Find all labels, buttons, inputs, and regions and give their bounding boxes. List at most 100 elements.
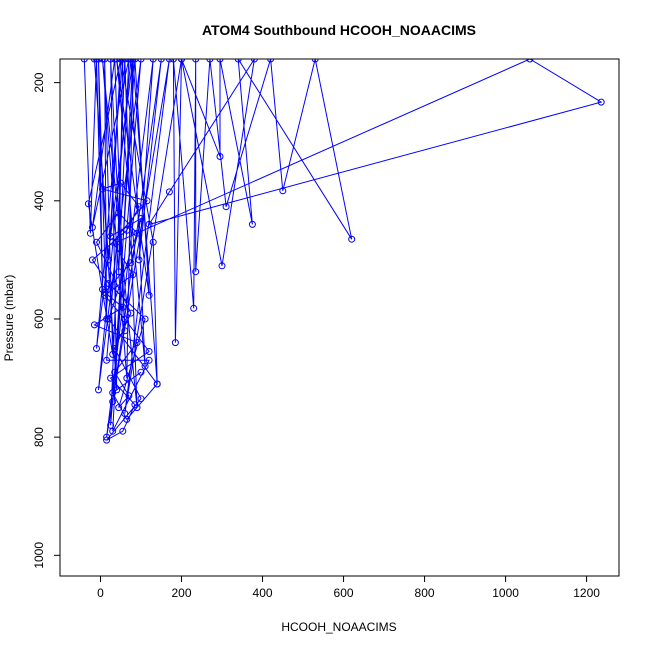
data-point (157, 59, 165, 63)
data-point (133, 339, 141, 347)
x-tick-label: 400 (253, 586, 273, 600)
data-point (107, 232, 115, 240)
data-point (190, 304, 198, 312)
data-point (115, 404, 123, 412)
data-point (127, 259, 135, 267)
data-point (109, 398, 117, 406)
data-point (141, 362, 149, 370)
x-axis-label: HCOOH_NOAACIMS (281, 620, 396, 634)
data-point (95, 386, 102, 394)
data-point (127, 59, 135, 63)
data-point (135, 203, 143, 211)
data-point (123, 374, 131, 382)
data-point (119, 427, 127, 435)
data-point (113, 59, 121, 63)
data-point (131, 59, 139, 63)
data-point (143, 197, 151, 205)
data-point (129, 271, 137, 279)
data-point (234, 59, 242, 63)
data-point (107, 374, 115, 382)
data-point (121, 59, 129, 63)
data-point (137, 368, 145, 376)
data-point (145, 348, 153, 355)
data-point (90, 321, 98, 329)
data-point (348, 235, 356, 243)
data-point (99, 59, 106, 63)
data-point (127, 309, 135, 317)
y-axis-label: Pressure (mbar) (2, 275, 16, 362)
data-point (88, 256, 96, 264)
data-point (137, 395, 145, 403)
y-tick-label: 600 (32, 309, 46, 329)
data-point (216, 153, 224, 160)
y-tick-label: 800 (32, 427, 46, 447)
data-point (107, 59, 115, 63)
data-point (149, 238, 157, 246)
data-point (93, 59, 100, 63)
data-point (121, 327, 129, 335)
data-point (137, 59, 145, 63)
data-point (101, 291, 109, 299)
data-point (129, 59, 137, 63)
x-tick-label: 800 (415, 586, 435, 600)
data-point (123, 415, 131, 423)
data-point (178, 59, 185, 63)
x-tick-label: 600 (334, 586, 354, 600)
data-point (99, 185, 106, 193)
data-point (107, 421, 115, 429)
data-point (250, 59, 258, 63)
data-point (141, 315, 149, 323)
data-point (145, 291, 153, 299)
data-point (135, 256, 143, 264)
data-point (105, 256, 113, 264)
data-point (206, 59, 214, 63)
x-tick-label: 0 (97, 586, 104, 600)
data-point (86, 229, 94, 237)
data-point (103, 315, 111, 323)
data-point (119, 303, 127, 311)
data-point (93, 345, 100, 352)
data-point (111, 368, 119, 376)
x-axis: 0 200 400 600 800 1000 1200 (97, 576, 600, 600)
data-point (115, 268, 123, 276)
data-point (109, 350, 117, 358)
data-point (597, 98, 605, 106)
data-point (248, 220, 256, 228)
data-point (101, 59, 109, 63)
data-point (111, 345, 119, 352)
data-point (311, 59, 319, 63)
data-point (267, 59, 275, 63)
data-point (109, 238, 117, 246)
data-point (103, 436, 111, 444)
data-point (119, 59, 127, 63)
y-axis: 200 400 600 800 1000 (32, 72, 60, 569)
data-point (149, 59, 157, 63)
data-point (113, 238, 121, 246)
data-point (115, 209, 123, 217)
data-point (125, 392, 133, 400)
data-point (145, 356, 153, 364)
data-point (105, 315, 113, 323)
data-point (84, 200, 92, 208)
data-point (80, 59, 88, 63)
y-tick-label: 200 (32, 72, 46, 92)
data-point (218, 262, 226, 270)
data-point (101, 288, 109, 296)
chart-title: ATOM4 Southbound HCOOH_NOAACIMS (202, 22, 476, 38)
data-point (165, 59, 173, 63)
data-point (153, 380, 161, 388)
data-point (222, 203, 230, 211)
data-point (88, 223, 96, 231)
plot-frame (59, 58, 620, 577)
data-point (103, 356, 111, 364)
series-group (80, 59, 605, 444)
data-point (103, 433, 111, 441)
data-point (109, 389, 117, 397)
data-point (117, 179, 125, 187)
data-point (279, 187, 287, 195)
data-point (95, 59, 102, 63)
series-line (83, 59, 603, 441)
data-point (123, 226, 131, 234)
data-point (125, 59, 133, 63)
data-point (216, 59, 224, 63)
